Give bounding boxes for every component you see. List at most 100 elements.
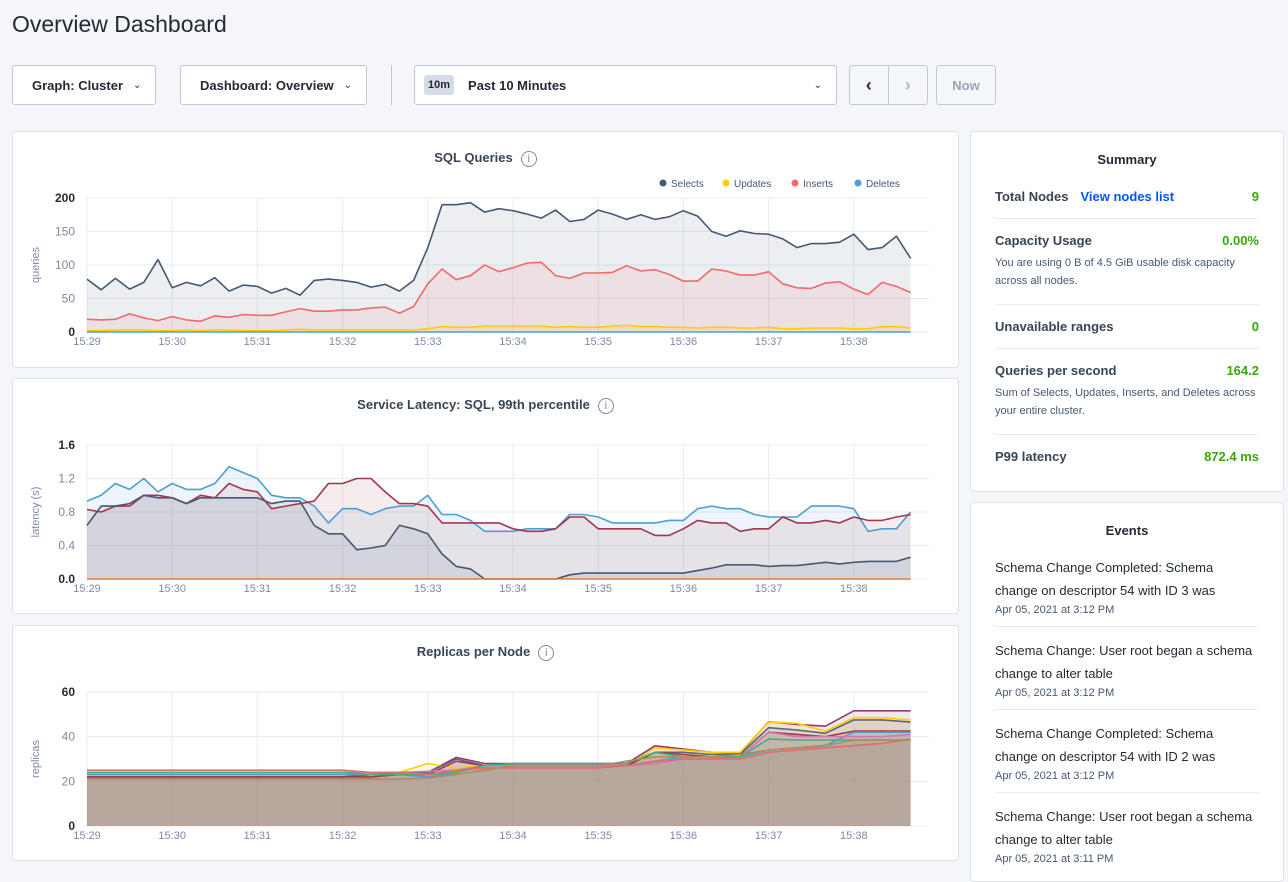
y-tick-label: 1.6 [58,438,75,452]
legend-label-inserts: Inserts [803,179,833,190]
replicas-panel: Replicas per Node i 0 20 40 60 15:29 15:30 15:3… [12,625,959,861]
chart-title: Replicas per Node i [13,644,958,661]
p99-value: 872.4 ms [1204,449,1259,464]
events-panel: Events Schema Change Completed: Schema c… [970,502,1284,882]
series-line-0 [86,466,912,533]
series-area-2 [87,495,911,579]
series-area-5 [87,732,911,826]
x-tick-label: 15:34 [499,336,527,348]
series-area-4 [87,732,911,826]
summary-panel: Summary Total Nodes View nodes list 9 Capa… [970,131,1284,492]
info-icon[interactable]: i [520,150,537,167]
event-time: Apr 05, 2021 at 3:11 PM [995,853,1114,865]
summary-total-nodes: Total Nodes View nodes list 9 [995,175,1259,219]
event-text: Schema Change: User root began a schema … [995,809,1253,847]
x-tick-label: 15:33 [414,830,442,842]
series-line-6 [87,738,911,776]
x-tick-label: 15:32 [329,336,357,348]
unavailable-label: Unavailable ranges [995,319,1114,334]
event-item[interactable]: Schema Change: User root began a schema … [995,627,1259,710]
toolbar-divider [391,65,392,105]
series-area-6 [87,738,911,826]
now-button[interactable]: Now [936,65,996,105]
info-icon[interactable]: i [597,397,614,414]
series-line-updates [87,324,911,332]
x-tick-label: 15:29 [73,336,101,348]
event-item[interactable]: Schema Change Completed: Schema change o… [995,544,1259,627]
sql-queries-panel: SQL Queries i 0 50 100 150 200 15:29 15:30 15:31… [12,131,959,368]
legend-marker-selects [659,179,667,187]
capacity-value: 0.00% [1222,233,1259,248]
dashboard-dropdown[interactable]: Dashboard: Overview ⌄ [180,65,367,105]
chart-title-text: Service Latency: SQL, 99th percentile [357,397,590,412]
x-tick-label: 15:37 [755,830,783,842]
now-label: Now [952,77,980,93]
event-time: Apr 05, 2021 at 3:12 PM [995,604,1115,616]
event-text: Schema Change Completed: Schema change o… [995,560,1216,598]
series-area-7 [87,738,911,826]
x-tick-label: 15:36 [670,583,698,595]
legend-label-deletes: Deletes [866,179,900,190]
y-tick-label: 60 [62,685,76,699]
x-tick-label: 15:30 [158,583,186,595]
next-button[interactable]: › [889,66,928,104]
y-tick-label: 0.4 [58,539,75,553]
legend-label-updates: Updates [734,179,771,190]
y-tick-label: 150 [55,225,75,239]
page-title: Overview Dashboard [12,11,227,37]
x-tick-label: 15:38 [840,583,868,595]
summary-title: Summary [1097,152,1157,167]
series-area-1 [87,717,911,826]
info-icon[interactable]: i [538,644,555,661]
series-line-inserts [86,261,911,323]
capacity-label: Capacity Usage [995,233,1092,248]
x-tick-label: 15:31 [244,336,272,348]
x-tick-label: 15:33 [414,583,442,595]
summary-unavailable: Unavailable ranges 0 [995,305,1259,349]
time-nav-group: ‹ › [849,65,928,105]
legend-marker-deletes [854,179,862,187]
y-axis-label: replicas [30,740,42,778]
y-tick-label: 50 [62,292,76,306]
qps-description: Sum of Selects, Updates, Inserts, and De… [995,387,1256,417]
x-tick-label: 15:30 [158,830,186,842]
time-range-dropdown[interactable]: 10m Past 10 Minutes ⌄ [414,65,837,105]
x-tick-label: 15:34 [499,583,527,595]
latency-chart: 0.0 0.4 0.8 1.2 1.6 15:29 15:30 15:31 15:32 15:33… [30,438,929,595]
series-area-8 [87,740,911,826]
series-area-1 [87,478,911,579]
series-area-selects [87,202,911,332]
chevron-right-icon: › [904,74,911,95]
series-area-0 [87,466,911,579]
x-tick-label: 15:29 [73,830,101,842]
x-tick-label: 15:35 [584,830,612,842]
x-tick-label: 15:31 [244,830,272,842]
x-tick-label: 15:38 [840,336,868,348]
qps-value: 164.2 [1226,363,1259,378]
events-title: Events [1105,523,1149,538]
chart-title-text: SQL Queries [434,150,513,165]
x-tick-label: 15:32 [329,583,357,595]
y-tick-label: 0 [68,819,75,833]
x-tick-label: 15:38 [840,830,868,842]
x-tick-label: 15:34 [499,830,527,842]
event-item[interactable]: Schema Change Completed: Schema change o… [995,710,1259,793]
time-range-badge: 10m [424,75,455,95]
sql-queries-chart: 0 50 100 150 200 15:29 15:30 15:31 15:32 15:33 15:… [30,179,929,348]
event-item[interactable]: Schema Change: User root began a schema … [995,793,1259,875]
series-area-3 [87,731,911,826]
y-tick-label: 40 [62,730,76,744]
x-tick-label: 15:37 [755,583,783,595]
chart-title: SQL Queries i [13,150,958,167]
chevron-down-icon: ⌄ [343,79,353,91]
previous-button[interactable]: ‹ [850,66,889,104]
series-line-selects [86,201,912,296]
x-tick-label: 15:35 [584,583,612,595]
x-tick-label: 15:32 [329,830,357,842]
chart-title: Service Latency: SQL, 99th percentile i [13,397,958,414]
summary-qps: Queries per second 164.2 Sum of Selects, … [995,349,1259,435]
graph-dropdown[interactable]: Graph: Cluster ⌄ [12,65,156,105]
view-nodes-link[interactable]: View nodes list [1080,189,1175,204]
event-time: Apr 05, 2021 at 3:12 PM [995,770,1115,782]
unavailable-value: 0 [1251,319,1259,334]
